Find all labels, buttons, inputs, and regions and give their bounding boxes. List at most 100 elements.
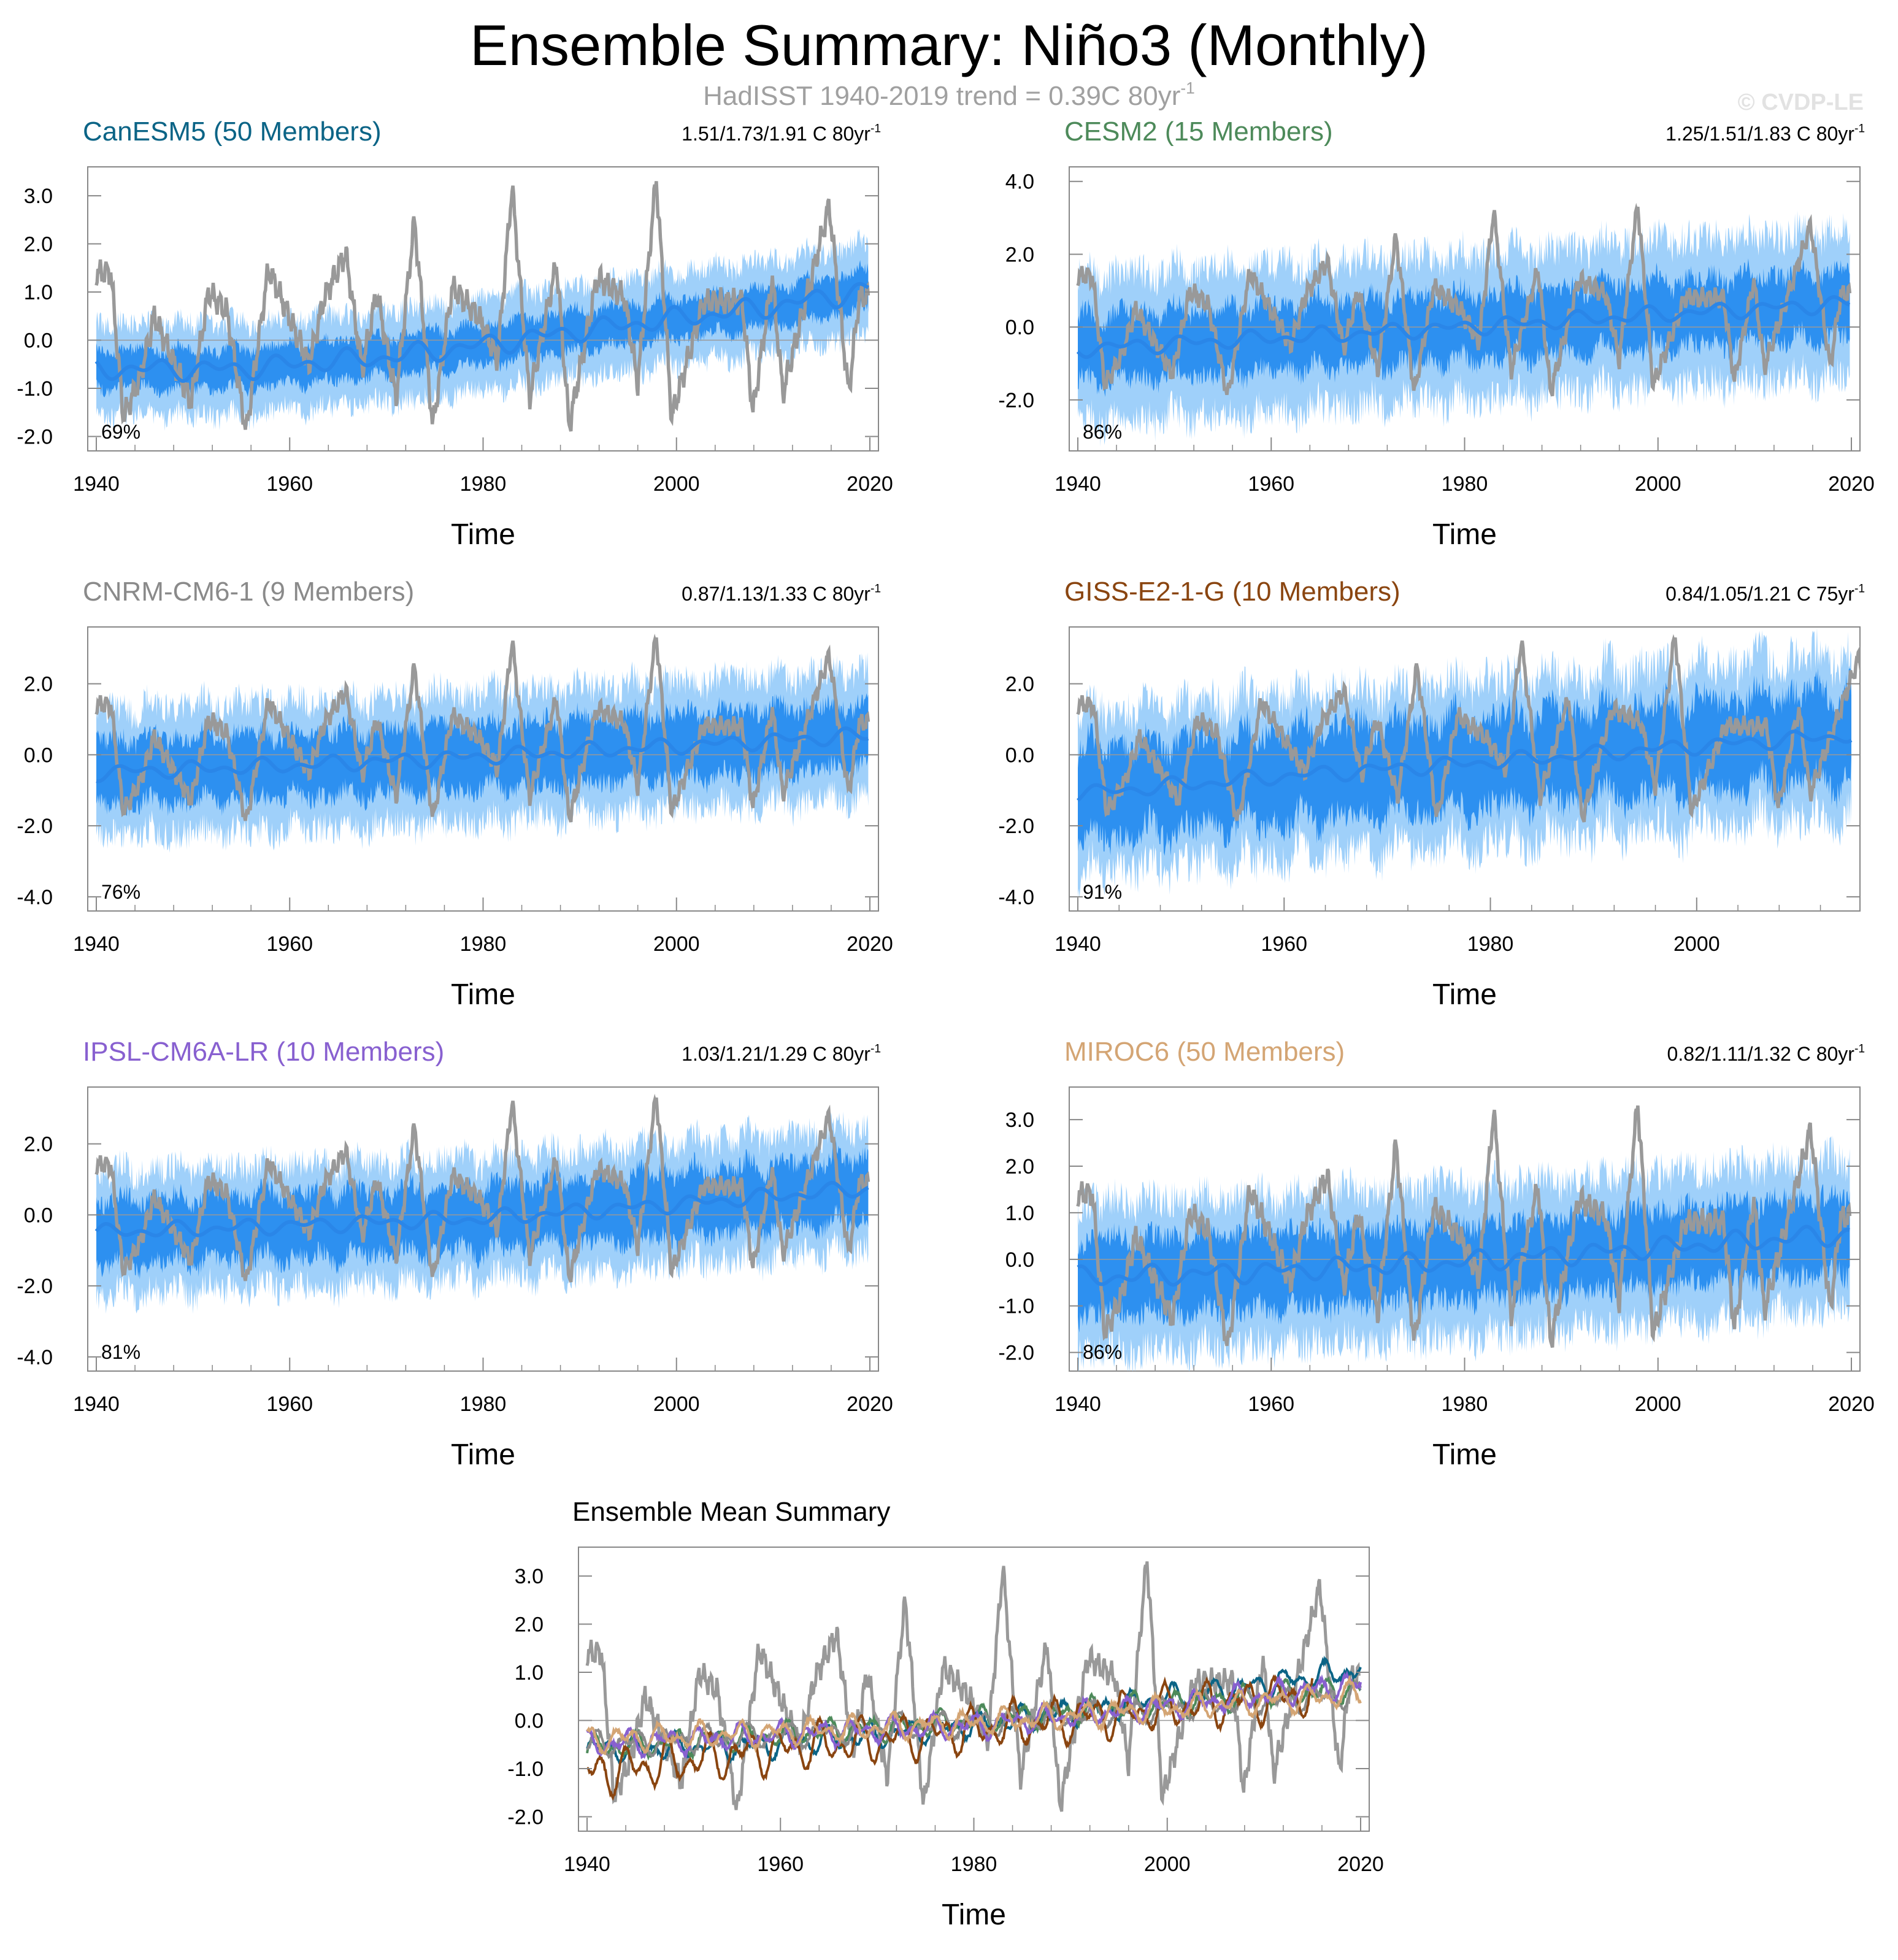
x-tick-label: 1980 — [1442, 472, 1488, 496]
x-tick-label: 2020 — [847, 1393, 893, 1416]
y-tick-label: 1.0 — [515, 1661, 544, 1685]
plot-area — [88, 181, 878, 432]
x-tick-label: 1940 — [1055, 472, 1101, 496]
x-tick-label: 1940 — [73, 472, 120, 496]
y-tick-label: -1.0 — [507, 1758, 544, 1781]
y-tick-label: 0.0 — [515, 1710, 544, 1733]
y-tick-label: 2.0 — [24, 673, 53, 696]
x-tick-label: 1940 — [1055, 932, 1101, 956]
panel-title-cnrm: CNRM-CM6-1 (9 Members) — [83, 577, 415, 607]
panel-title-ensemble-mean: Ensemble Mean Summary — [572, 1497, 891, 1527]
percent-label: 69% — [101, 421, 140, 443]
percent-label: 91% — [1083, 881, 1122, 903]
x-tick-label: 1960 — [266, 472, 313, 496]
x-tick-label: 1960 — [1261, 932, 1307, 956]
trend-cesm2: 1.25/1.51/1.83 C 80yr-1 — [1666, 123, 1865, 145]
ensemble-mean-line — [1077, 729, 1853, 802]
y-tick-label: 3.0 — [515, 1565, 544, 1588]
observed-line — [585, 1561, 1361, 1812]
y-tick-label: 0.0 — [1005, 316, 1034, 339]
trend-text: 1.25/1.51/1.83 C 80yr — [1666, 123, 1854, 145]
x-tick-label: 2000 — [1144, 1853, 1191, 1876]
ensemble-mean-line — [94, 282, 869, 383]
observed-trend-subtitle: HadISST 1940-2019 trend = 0.39C 80yr-1 — [0, 79, 1898, 112]
trend-ipsl: 1.03/1.21/1.29 C 80yr-1 — [682, 1043, 881, 1066]
x-axis-label: Time — [1432, 1439, 1497, 1471]
x-tick-label: 1940 — [1055, 1393, 1101, 1416]
panel-4: 81% -4.0 -2.0 0.0 2.0 1940 1960 1980 2000 2020 Tim… — [17, 1086, 893, 1471]
panel-title-miroc6: MIROC6 (50 Members) — [1064, 1037, 1345, 1067]
y-tick-label: 0.0 — [24, 1204, 53, 1227]
spread-inner-band — [1078, 667, 1851, 856]
y-tick-label: -2.0 — [17, 425, 53, 448]
x-tick-label: 2000 — [1673, 932, 1720, 956]
x-tick-label: 1940 — [73, 932, 120, 956]
subtitle-text: HadISST 1940-2019 trend = 0.39C 80yr — [703, 81, 1181, 111]
x-axis-label: Time — [451, 518, 515, 551]
y-tick-label: 2.0 — [515, 1613, 544, 1637]
plot-area — [88, 1093, 878, 1314]
observed-line — [94, 1093, 870, 1283]
plot-area — [1069, 628, 1860, 897]
y-tick-label: 2.0 — [1005, 673, 1034, 696]
x-tick-label: 2000 — [1635, 1393, 1681, 1416]
x-tick-label: 2020 — [847, 472, 893, 496]
x-tick-label: 2000 — [653, 472, 700, 496]
y-tick-label: 3.0 — [24, 185, 53, 208]
observed-line — [94, 633, 870, 823]
subtitle-superscript: -1 — [1180, 79, 1195, 98]
x-axis-label: Time — [942, 1899, 1006, 1931]
panel-6: -2.0 -1.0 0.0 1.0 2.0 3.0 1940 1960 1980 2000 2020… — [507, 1547, 1384, 1931]
trend-sup: -1 — [870, 122, 881, 136]
plot-area — [88, 633, 878, 853]
ensemble-mean-line — [1076, 295, 1851, 359]
trend-cnrm: 0.87/1.13/1.33 C 80yr-1 — [682, 583, 881, 605]
series-line-giss-e2-1-g — [586, 1674, 1314, 1801]
panel-title-canesm5: CanESM5 (50 Members) — [83, 117, 382, 147]
trend-text: 0.84/1.05/1.21 C 75yr — [1666, 583, 1854, 605]
y-tick-label: 3.0 — [1005, 1109, 1034, 1132]
y-tick-label: -2.0 — [507, 1805, 544, 1829]
plot-area — [1069, 202, 1860, 447]
panel-title-ipsl: IPSL-CM6A-LR (10 Members) — [83, 1037, 445, 1067]
x-tick-label: 1960 — [1248, 1393, 1294, 1416]
x-axis-label: Time — [451, 1439, 515, 1471]
trend-text: 1.03/1.21/1.29 C 80yr — [682, 1043, 870, 1065]
x-tick-label: 2020 — [1828, 472, 1875, 496]
y-tick-label: 0.0 — [24, 329, 53, 353]
x-tick-label: 2020 — [1828, 1393, 1875, 1416]
x-axis-label: Time — [1432, 978, 1497, 1011]
figure-title: Ensemble Summary: Niño3 (Monthly) — [470, 13, 1428, 77]
trend-sup: -1 — [1854, 582, 1865, 596]
ensemble-mean-line — [94, 1180, 869, 1238]
x-axis-label: Time — [451, 978, 515, 1011]
trend-text: 0.82/1.11/1.32 C 80yr — [1667, 1043, 1854, 1065]
y-tick-label: -2.0 — [998, 815, 1034, 838]
trend-text: 1.51/1.73/1.91 C 80yr — [682, 123, 870, 145]
trend-miroc6: 0.82/1.11/1.32 C 80yr-1 — [1667, 1043, 1865, 1066]
trend-sup: -1 — [1854, 1042, 1865, 1056]
y-tick-label: 0.0 — [24, 744, 53, 767]
series-line-miroc6 — [586, 1674, 1362, 1756]
panel-title-giss: GISS-E2-1-G (10 Members) — [1064, 577, 1400, 607]
x-axis-label: Time — [1432, 518, 1497, 551]
trend-sup: -1 — [870, 1042, 881, 1056]
y-tick-label: -2.0 — [17, 1275, 53, 1298]
percent-label: 86% — [1083, 1341, 1122, 1363]
panel-3: 91% -4.0 -2.0 0.0 2.0 1940 1960 1980 2000 Time — [998, 626, 1861, 1011]
x-tick-label: 2020 — [847, 932, 893, 956]
y-tick-label: 0.0 — [1005, 744, 1034, 767]
plot-frame — [1069, 626, 1861, 912]
panel-0: 69% -2.0 -1.0 0.0 1.0 2.0 3.0 1940 1960 1980 2000 2… — [17, 166, 893, 551]
percent-label: 86% — [1083, 421, 1122, 443]
y-tick-label: -2.0 — [998, 1342, 1034, 1365]
trend-giss: 0.84/1.05/1.21 C 75yr-1 — [1666, 583, 1865, 605]
y-tick-label: 0.0 — [1005, 1248, 1034, 1272]
observed-line — [1076, 1105, 1852, 1348]
x-tick-label: 1980 — [1442, 1393, 1488, 1416]
panel-1: 86% -2.0 0.0 2.0 4.0 1940 1960 1980 2000 2020 Time — [998, 166, 1875, 551]
trend-text: 0.87/1.13/1.33 C 80yr — [682, 583, 870, 605]
y-tick-label: 2.0 — [24, 233, 53, 256]
y-tick-label: 2.0 — [1005, 1155, 1034, 1178]
